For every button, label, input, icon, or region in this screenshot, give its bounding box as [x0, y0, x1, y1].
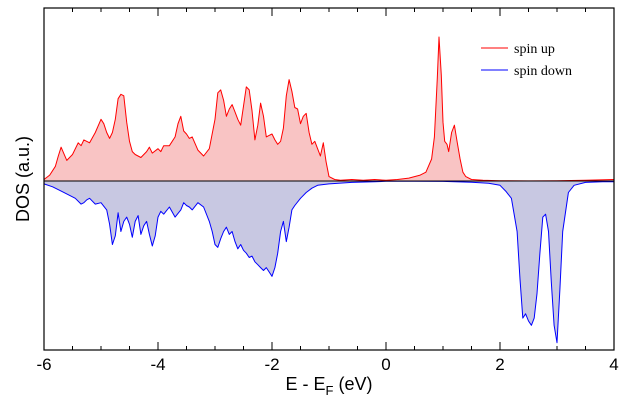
series-layer: [43, 36, 615, 344]
x-tick-label: -4: [150, 355, 165, 374]
legend-label: spin up: [514, 42, 555, 57]
x-axis-label: E - EF (eV): [286, 374, 373, 398]
x-tick-label: -2: [264, 355, 279, 374]
legend-label: spin down: [514, 64, 572, 79]
x-tick-label: 4: [609, 355, 618, 374]
x-tick-label: 2: [495, 355, 504, 374]
y-axis-label: DOS (a.u.): [13, 136, 33, 222]
series-fill-spin-down: [44, 181, 614, 343]
series-line-spin-up: [43, 36, 615, 182]
x-ticks: -6 -4 -2 0 2 4: [36, 8, 619, 374]
x-axis-label-subscript: F: [326, 383, 334, 398]
x-axis-label-main: E - E: [286, 374, 326, 394]
series-fill-spin-up: [44, 37, 614, 181]
series-line-spin-down: [43, 180, 614, 344]
x-tick-label: 0: [381, 355, 390, 374]
x-axis-label-unit: (eV): [333, 374, 372, 394]
legend: spin up spin down: [481, 42, 572, 79]
x-tick-label: -6: [36, 355, 51, 374]
